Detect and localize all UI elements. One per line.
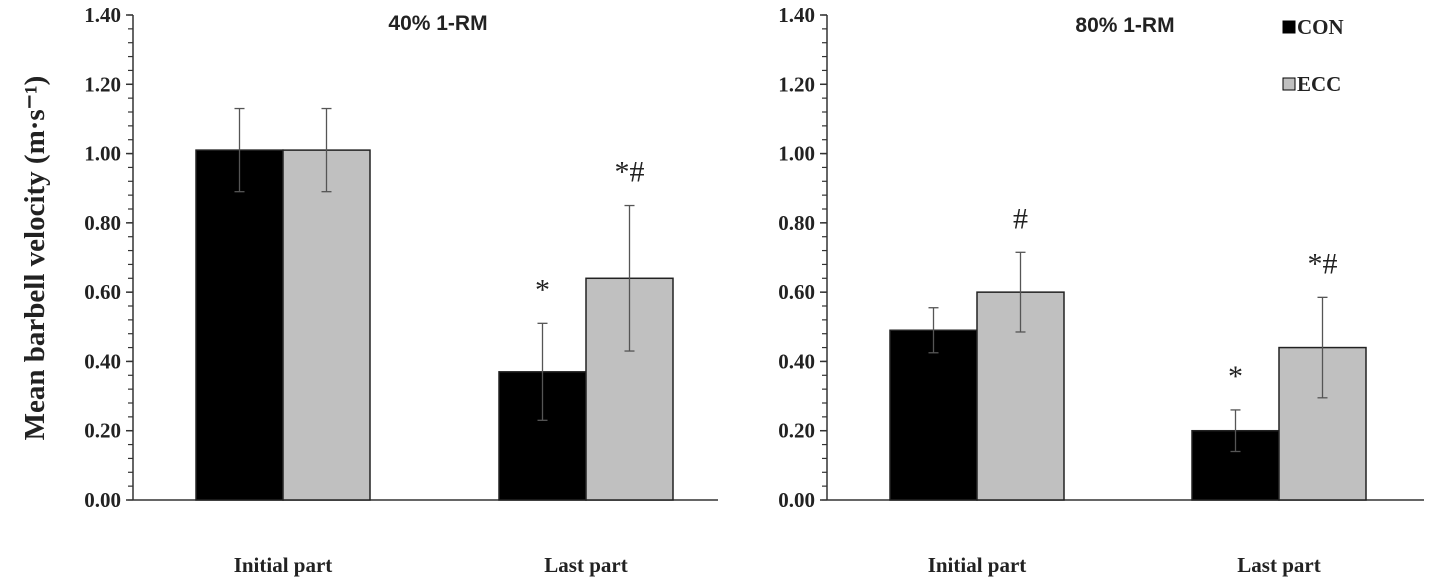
chart-title-left: 40% 1-RM [388,12,487,35]
y-tick-label: 0.80 [84,211,121,235]
chart-panel-0: 0.00 0.20 0.40 0.60 0.80 1.00 1.20 1.40 Initial … [84,3,718,577]
x-category-label: Initial part [928,553,1027,577]
y-tick-label: 0.60 [84,280,121,304]
significance-marker: *# [615,156,645,189]
y-tick-label: 0.20 [84,419,121,443]
bar-con [498,371,587,501]
y-tick-label: 1.20 [778,72,815,96]
bar-ecc [282,149,371,501]
y-tick-label: 0.80 [778,211,815,235]
y-tick-label: 0.40 [778,349,815,373]
significance-marker: * [535,273,550,306]
significance-marker: * [1228,360,1243,393]
y-tick-label: 0.40 [84,349,121,373]
y-tick-label: 1.20 [84,72,121,96]
y-tick-label: 0.20 [778,419,815,443]
legend-label-ecc: ECC [1297,72,1341,96]
y-tick-label: 0.00 [778,488,815,512]
x-category-label: Last part [1237,553,1320,577]
y-axis-label: Mean barbell velocity (m·s⁻¹) [19,76,51,441]
legend-swatch-ecc [1282,77,1296,91]
y-tick-label: 1.40 [778,3,815,27]
x-category-label: Initial part [234,553,333,577]
bar-con [195,149,284,501]
legend: CON ECC [1282,15,1344,96]
legend-label-con: CON [1297,15,1344,39]
y-tick-label: 1.40 [84,3,121,27]
significance-marker: # [1013,202,1028,235]
significance-marker: *# [1308,247,1338,280]
y-tick-label: 1.00 [778,142,815,166]
x-category-label: Last part [544,553,627,577]
legend-swatch-con [1282,20,1296,34]
y-tick-label: 0.60 [778,280,815,304]
chart-title-right: 80% 1-RM [1075,14,1174,37]
y-tick-label: 0.00 [84,488,121,512]
chart-panel-1: 0.00 0.20 0.40 0.60 0.80 1.00 1.20 1.40 Initial … [778,3,1424,577]
bar-con [889,329,978,501]
y-tick-label: 1.00 [84,142,121,166]
